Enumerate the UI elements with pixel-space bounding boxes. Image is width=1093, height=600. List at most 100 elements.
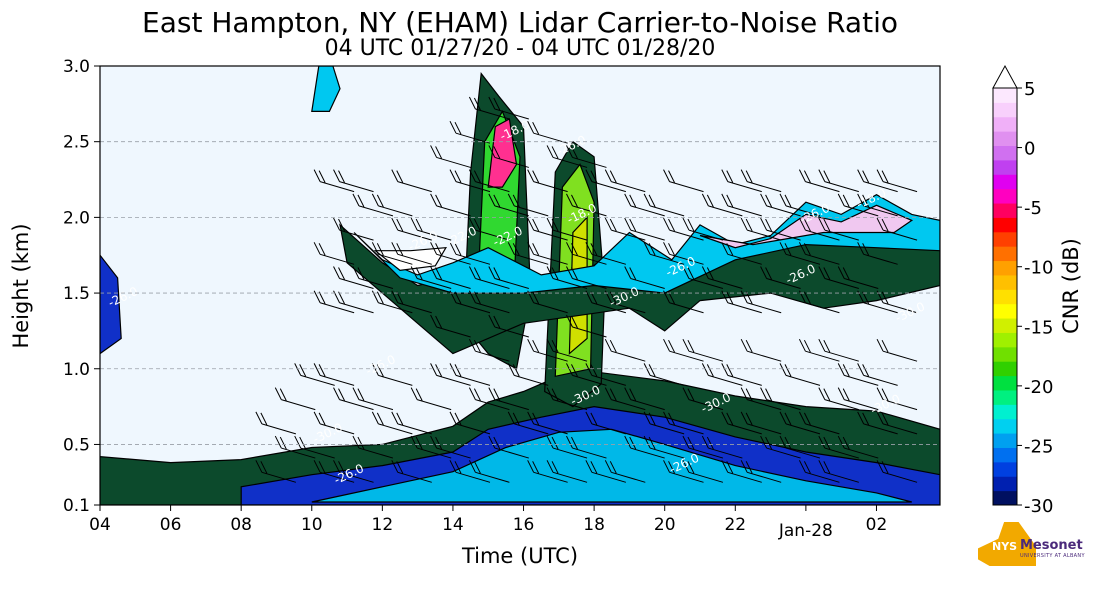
wind-barb [410,217,452,241]
wind-barb [585,242,627,265]
cnr-region [100,254,122,355]
wind-barb [391,242,432,265]
wind-barb [527,120,568,144]
colorbar-segment [993,476,1017,492]
wind-barb [818,435,859,459]
wind-barb [468,266,510,290]
wind-barb [740,411,782,435]
wind-barb [488,266,529,290]
colorbar-segment [993,447,1017,463]
colorbar-segment [993,318,1017,333]
wind-barb [643,242,685,265]
wind-barb [507,363,549,386]
wind-barb [798,217,840,241]
wind-barb [760,435,801,459]
y-axis-label: Height (km) [9,223,33,348]
y-tick-label: 2.5 [63,133,90,153]
x-tick-label: 10 [301,515,323,535]
wind-barb [546,387,588,411]
wind-barb [333,266,374,290]
wind-barb [488,435,529,459]
wind-barb [255,460,297,483]
colorbar-segment [993,332,1017,348]
x-tick-label: 02 [866,515,888,535]
cnr-region [311,66,341,112]
colorbar-segment [993,217,1017,233]
wind-barb [333,387,374,411]
wind-barb [566,314,607,338]
wind-barb [779,363,821,386]
wind-barb [468,217,510,241]
wind-barb [430,266,471,290]
wind-barb [527,242,568,265]
wind-barb [430,363,471,386]
wind-barb [255,411,297,435]
wind-barb [876,460,918,483]
wind-barb [313,290,355,314]
wind-barb [410,387,452,411]
colorbar-segment [993,303,1017,319]
wind-barb [663,290,704,314]
wind-barb [740,460,782,483]
wind-barb [391,290,432,314]
chart-subtitle: 04 UTC 01/27/20 - 04 UTC 01/28/20 [324,36,716,61]
wind-barb [857,169,898,193]
colorbar-tick-label: -15 [1024,317,1053,338]
wind-barb [333,169,374,193]
wind-barb [643,411,685,435]
wind-barb [604,169,646,193]
wind-barb [779,193,821,217]
wind-barb [663,338,704,362]
wind-barb [468,96,510,120]
wind-barb [760,387,801,411]
wind-barb [624,435,665,459]
wind-barb [430,435,471,459]
wind-barb [798,411,840,435]
wind-barb [779,411,821,435]
colorbar-segment [993,375,1017,391]
colorbar-segment [993,361,1017,377]
wind-barb [740,217,782,241]
colorbar-segment [993,346,1017,362]
wind-barb [818,266,859,290]
wind-barb [663,460,704,483]
wind-barb [430,314,471,338]
x-axis-label: Time (UTC) [461,544,578,568]
colorbar-label: CNR (dB) [1059,238,1083,334]
wind-barb [333,217,374,241]
colorbar-frame [992,87,1018,506]
x-tick-label: 14 [442,515,464,535]
wind-barb [624,387,665,411]
wind-barb [449,460,491,483]
wind-barb [391,411,432,435]
colorbar-segment [993,145,1017,161]
wind-barb [391,460,432,483]
wind-barb [449,120,491,144]
colorbar-segment [993,159,1017,175]
wind-barb [449,411,491,435]
wind-barb [682,217,724,241]
wind-barb [371,242,413,265]
wind-barb [643,435,685,459]
wind-barb [643,193,685,217]
colorbar-tick-label: 0 [1024,139,1035,160]
x-tick-label: 12 [372,515,394,535]
plot-frame [99,65,941,506]
wind-barb [682,435,724,459]
wind-barb [760,193,801,217]
colorbar-extend-arrow [992,64,1018,89]
colorbar-tick-label: -20 [1024,377,1053,398]
wind-barb [740,387,782,411]
wind-barb [818,338,859,362]
y-tick-label: 2.0 [63,208,90,228]
wind-barb [488,314,529,338]
wind-barb [313,169,355,193]
wind-barb [566,266,607,290]
colorbar-segment [993,260,1017,276]
wind-barb [876,217,918,241]
wind-barb [410,435,452,459]
wind-barb [294,363,335,386]
x-tick-label: 22 [724,515,746,535]
wind-barb [585,411,627,435]
wind-barb [468,338,510,362]
